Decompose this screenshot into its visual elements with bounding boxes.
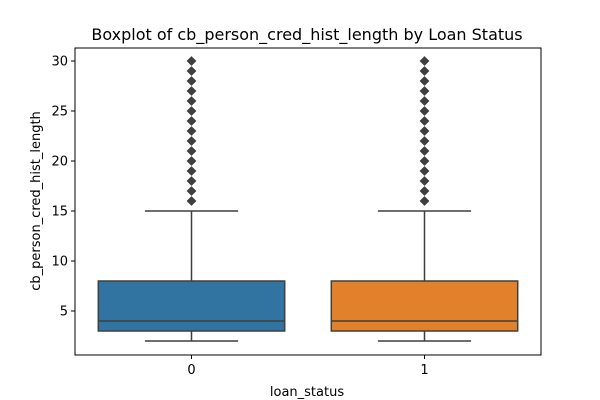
- iqr-box: [330, 280, 519, 332]
- box-group-1: [330, 56, 519, 342]
- outlier-point: [186, 136, 197, 146]
- outlier-point: [419, 126, 430, 136]
- iqr-box: [97, 280, 286, 332]
- outlier-point: [186, 76, 197, 86]
- outlier-point: [419, 136, 430, 146]
- outlier-point: [186, 196, 197, 206]
- y-tick-label: 20: [51, 155, 68, 170]
- outlier-point: [419, 146, 430, 156]
- outlier-point: [419, 86, 430, 96]
- y-tick-label: 5: [60, 305, 68, 320]
- outlier-point: [186, 106, 197, 116]
- outlier-point: [186, 156, 197, 166]
- x-tick-label: 0: [187, 363, 195, 378]
- outlier-point: [186, 146, 197, 156]
- outlier-point: [419, 176, 430, 186]
- outlier-point: [186, 56, 197, 66]
- y-tick-label: 25: [51, 105, 68, 120]
- outlier-point: [186, 186, 197, 196]
- y-tick-label: 10: [51, 255, 68, 270]
- outlier-point: [419, 96, 430, 106]
- chart-title: Boxplot of cb_person_cred_hist_length by…: [91, 25, 522, 45]
- y-tick-label: 30: [51, 55, 68, 70]
- box-group-0: [97, 56, 286, 342]
- plot-frame: [74, 47, 542, 356]
- outlier-point: [419, 186, 430, 196]
- plot-area: [97, 56, 519, 342]
- outlier-point: [186, 176, 197, 186]
- outlier-point: [186, 66, 197, 76]
- x-axis-label: loan_status: [270, 385, 344, 400]
- outlier-point: [186, 126, 197, 136]
- outlier-point: [186, 86, 197, 96]
- outlier-point: [419, 106, 430, 116]
- outlier-point: [419, 156, 430, 166]
- outlier-point: [186, 116, 197, 126]
- outlier-point: [419, 166, 430, 176]
- outlier-point: [419, 76, 430, 86]
- outlier-point: [419, 196, 430, 206]
- x-tick-label: 1: [420, 363, 428, 378]
- y-axis-label: cb_person_cred_hist_length: [29, 111, 44, 291]
- outlier-point: [419, 56, 430, 66]
- outlier-point: [186, 96, 197, 106]
- y-axis: 5 10 15 20 25 30: [51, 55, 75, 320]
- outlier-point: [186, 166, 197, 176]
- outlier-point: [419, 116, 430, 126]
- y-tick-label: 15: [51, 205, 68, 220]
- outlier-point: [419, 66, 430, 76]
